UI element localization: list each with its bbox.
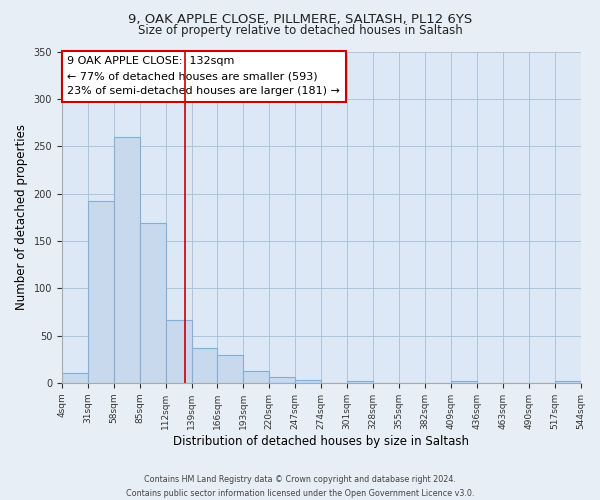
Text: Size of property relative to detached houses in Saltash: Size of property relative to detached ho… [137, 24, 463, 37]
Bar [114, 136, 140, 383]
Bar [217, 356, 244, 383]
X-axis label: Distribution of detached houses by size in Saltash: Distribution of detached houses by size … [173, 434, 469, 448]
Bar [166, 320, 191, 383]
Bar [244, 370, 269, 383]
Text: 9, OAK APPLE CLOSE, PILLMERE, SALTASH, PL12 6YS: 9, OAK APPLE CLOSE, PILLMERE, SALTASH, P… [128, 12, 472, 26]
Y-axis label: Number of detached properties: Number of detached properties [15, 124, 28, 310]
Text: 9 OAK APPLE CLOSE:  132sqm
← 77% of detached houses are smaller (593)
23% of sem: 9 OAK APPLE CLOSE: 132sqm ← 77% of detac… [67, 56, 340, 96]
Bar [62, 374, 88, 383]
Bar [88, 201, 114, 383]
Bar [140, 223, 166, 383]
Text: Contains HM Land Registry data © Crown copyright and database right 2024.
Contai: Contains HM Land Registry data © Crown c… [126, 476, 474, 498]
Bar [451, 381, 477, 383]
Bar [269, 377, 295, 383]
Bar [295, 380, 321, 383]
Bar [191, 348, 217, 383]
Bar [554, 381, 581, 383]
Bar [347, 381, 373, 383]
